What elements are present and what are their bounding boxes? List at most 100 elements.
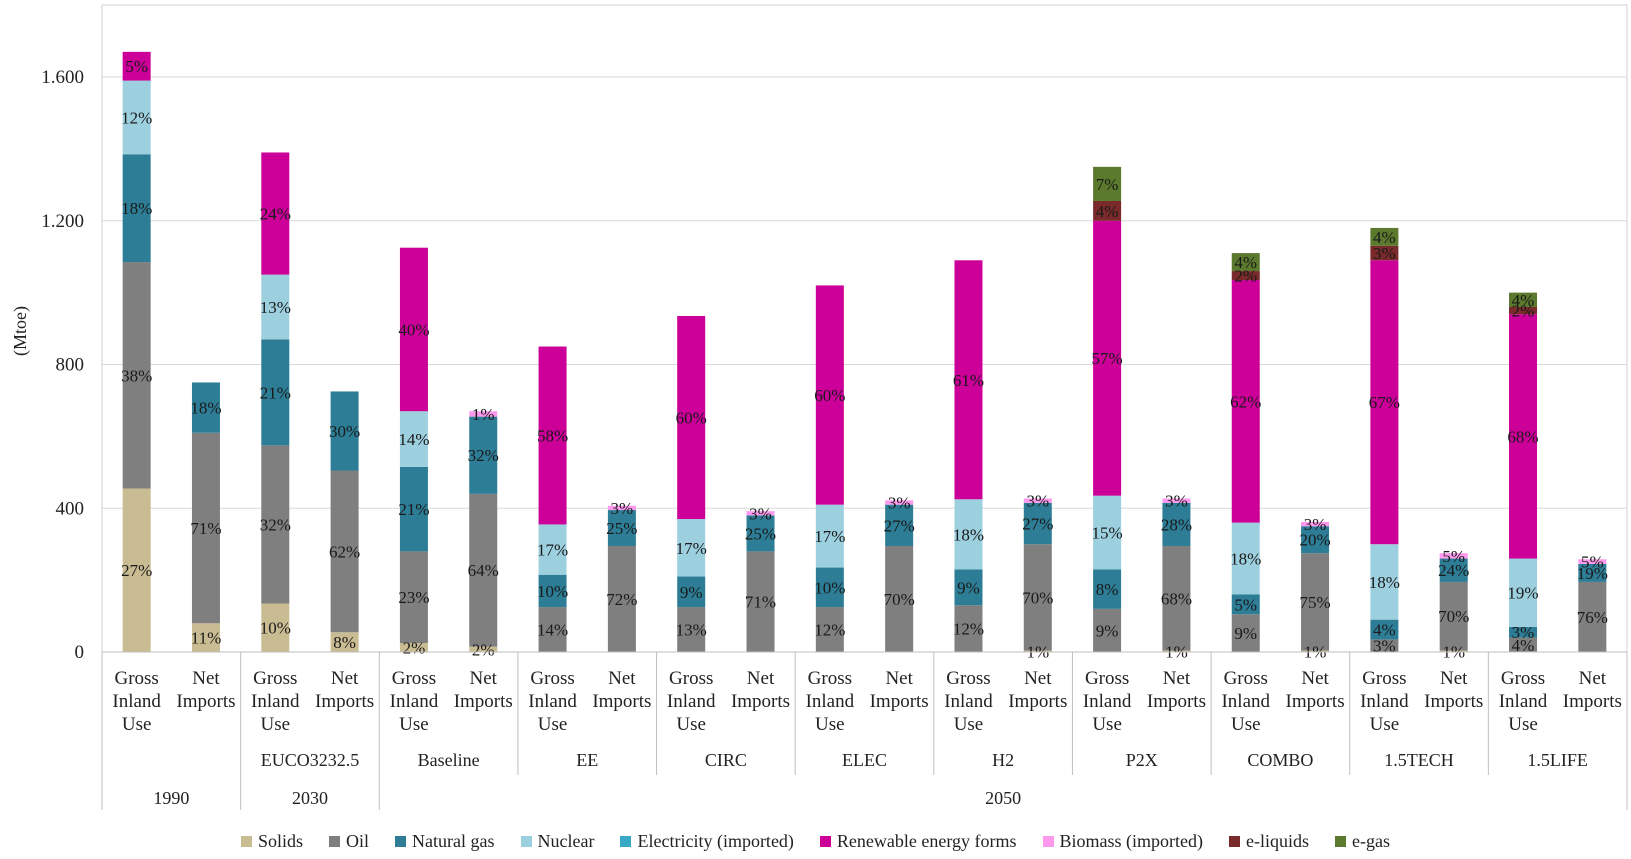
category-label: Use xyxy=(261,714,291,735)
bar-segment-natural-gas xyxy=(261,339,290,446)
data-label: 5% xyxy=(1442,547,1465,566)
bar-segment-nuclear xyxy=(538,524,567,575)
data-label: 4% xyxy=(1096,202,1119,221)
data-label: 2% xyxy=(1234,267,1257,286)
category-label: Use xyxy=(399,714,429,735)
bar-segment-nuclear xyxy=(399,411,428,467)
bar-segment-e-gas xyxy=(1370,227,1399,246)
bar-segment-oil xyxy=(1578,581,1607,652)
data-label: 30% xyxy=(329,422,360,441)
bar-segment-natural-gas xyxy=(1578,563,1607,582)
data-label: 27% xyxy=(1022,515,1053,534)
category-label: Imports xyxy=(315,691,374,712)
data-label: 4% xyxy=(1373,228,1396,247)
legend-item: Electricity (imported) xyxy=(620,831,794,852)
data-label: 7% xyxy=(1096,175,1119,194)
bar-segment-nuclear xyxy=(815,504,844,568)
data-label: 38% xyxy=(121,366,152,385)
bar-segment-renewable-energy-forms xyxy=(815,285,844,505)
bar-segment-oil xyxy=(1231,614,1260,652)
category-label: Imports xyxy=(1563,691,1622,712)
data-label: 4% xyxy=(1234,253,1257,272)
bar-segment-solids xyxy=(1439,650,1468,652)
bar-segment-oil xyxy=(1301,553,1330,651)
category-label: Inland xyxy=(112,691,161,712)
legend-swatch xyxy=(819,835,831,847)
category-label: Use xyxy=(954,714,984,735)
bar-segment-natural-gas xyxy=(954,569,983,606)
bar-segment-e-liquids xyxy=(1509,307,1538,315)
data-label: 24% xyxy=(260,205,291,224)
category-label: Imports xyxy=(1147,691,1206,712)
bar-segment-nuclear xyxy=(1370,544,1399,620)
bar-segment-e-gas xyxy=(1093,166,1122,201)
scenario-label: EE xyxy=(576,750,598,770)
data-label: 3% xyxy=(1512,623,1535,642)
bar-segment-oil xyxy=(1093,608,1122,652)
category-label: Imports xyxy=(454,691,513,712)
bar-segment-solids xyxy=(330,632,359,652)
bar-segment-biomass-imported- xyxy=(746,511,775,516)
category-label: Imports xyxy=(731,691,790,712)
data-label: 3% xyxy=(1373,637,1396,656)
bar-segment-e-gas xyxy=(1231,253,1260,272)
category-label: Gross xyxy=(1501,668,1545,689)
data-label: 8% xyxy=(1096,580,1119,599)
data-label: 18% xyxy=(953,525,984,544)
scenario-label: H2 xyxy=(992,750,1014,770)
bar-segment-solids xyxy=(191,623,220,652)
scenario-label: 1.5LIFE xyxy=(1527,750,1588,770)
y-axis-label: (Mtoe) xyxy=(10,306,31,356)
category-label: Gross xyxy=(1224,668,1268,689)
data-label: 70% xyxy=(1022,588,1053,607)
bar-segment-oil xyxy=(1509,637,1538,652)
data-label: 75% xyxy=(1299,593,1330,612)
data-label: 68% xyxy=(1161,589,1192,608)
category-label: Gross xyxy=(253,668,297,689)
bar-segment-oil xyxy=(1370,639,1399,652)
bar-segment-renewable-energy-forms xyxy=(1509,314,1538,559)
data-label: 18% xyxy=(190,399,221,418)
bar-segment-renewable-energy-forms xyxy=(1370,260,1399,545)
bar-segment-oil xyxy=(261,445,290,604)
data-label: 67% xyxy=(1369,393,1400,412)
bar-segment-natural-gas xyxy=(1509,626,1538,638)
data-label: 32% xyxy=(468,446,499,465)
data-label: 9% xyxy=(680,583,703,602)
data-label: 20% xyxy=(1299,531,1330,550)
bar-segment-natural-gas xyxy=(399,466,428,552)
bar-segment-natural-gas xyxy=(191,382,220,433)
scenario-label: 1.5TECH xyxy=(1384,750,1454,770)
data-label: 21% xyxy=(260,383,291,402)
data-label: 58% xyxy=(537,426,568,445)
bar-segment-oil xyxy=(607,545,636,652)
data-label: 32% xyxy=(260,515,291,534)
bar-segment-oil xyxy=(815,607,844,652)
category-label: Inland xyxy=(667,691,716,712)
data-label: 5% xyxy=(1234,595,1257,614)
bar-segment-nuclear xyxy=(677,519,706,577)
bar-segment-biomass-imported- xyxy=(1578,559,1607,564)
bar-segment-nuclear xyxy=(1093,495,1122,570)
bar-segment-renewable-energy-forms xyxy=(399,247,428,412)
category-label: Net xyxy=(192,668,220,689)
legend-item: e-gas xyxy=(1335,831,1390,852)
data-label: 15% xyxy=(1092,524,1123,543)
bar-segment-natural-gas xyxy=(677,576,706,608)
axes: 04008001.2001.600GrossInlandUseNetImport… xyxy=(41,67,1628,810)
data-labels: 27% 38% 18% 12% 5% 11% 71% 18% 10% 32% 21% 13% 24% 8%… xyxy=(121,57,1608,661)
data-label: 4% xyxy=(1373,621,1396,640)
scenario-label: COMBO xyxy=(1247,750,1313,770)
category-label: Use xyxy=(1231,714,1261,735)
year-label: 2030 xyxy=(292,788,328,808)
bar-segment-oil xyxy=(1439,581,1468,651)
bar-segment-solids xyxy=(399,643,428,652)
bar-segment-solids xyxy=(1301,650,1330,652)
category-label: Imports xyxy=(592,691,651,712)
bar-segment-renewable-energy-forms xyxy=(1231,280,1260,523)
scenario-label: Baseline xyxy=(418,750,480,770)
data-label: 10% xyxy=(260,619,291,638)
data-label: 2% xyxy=(403,639,426,658)
category-label: Gross xyxy=(669,668,713,689)
data-label: 21% xyxy=(398,500,429,519)
